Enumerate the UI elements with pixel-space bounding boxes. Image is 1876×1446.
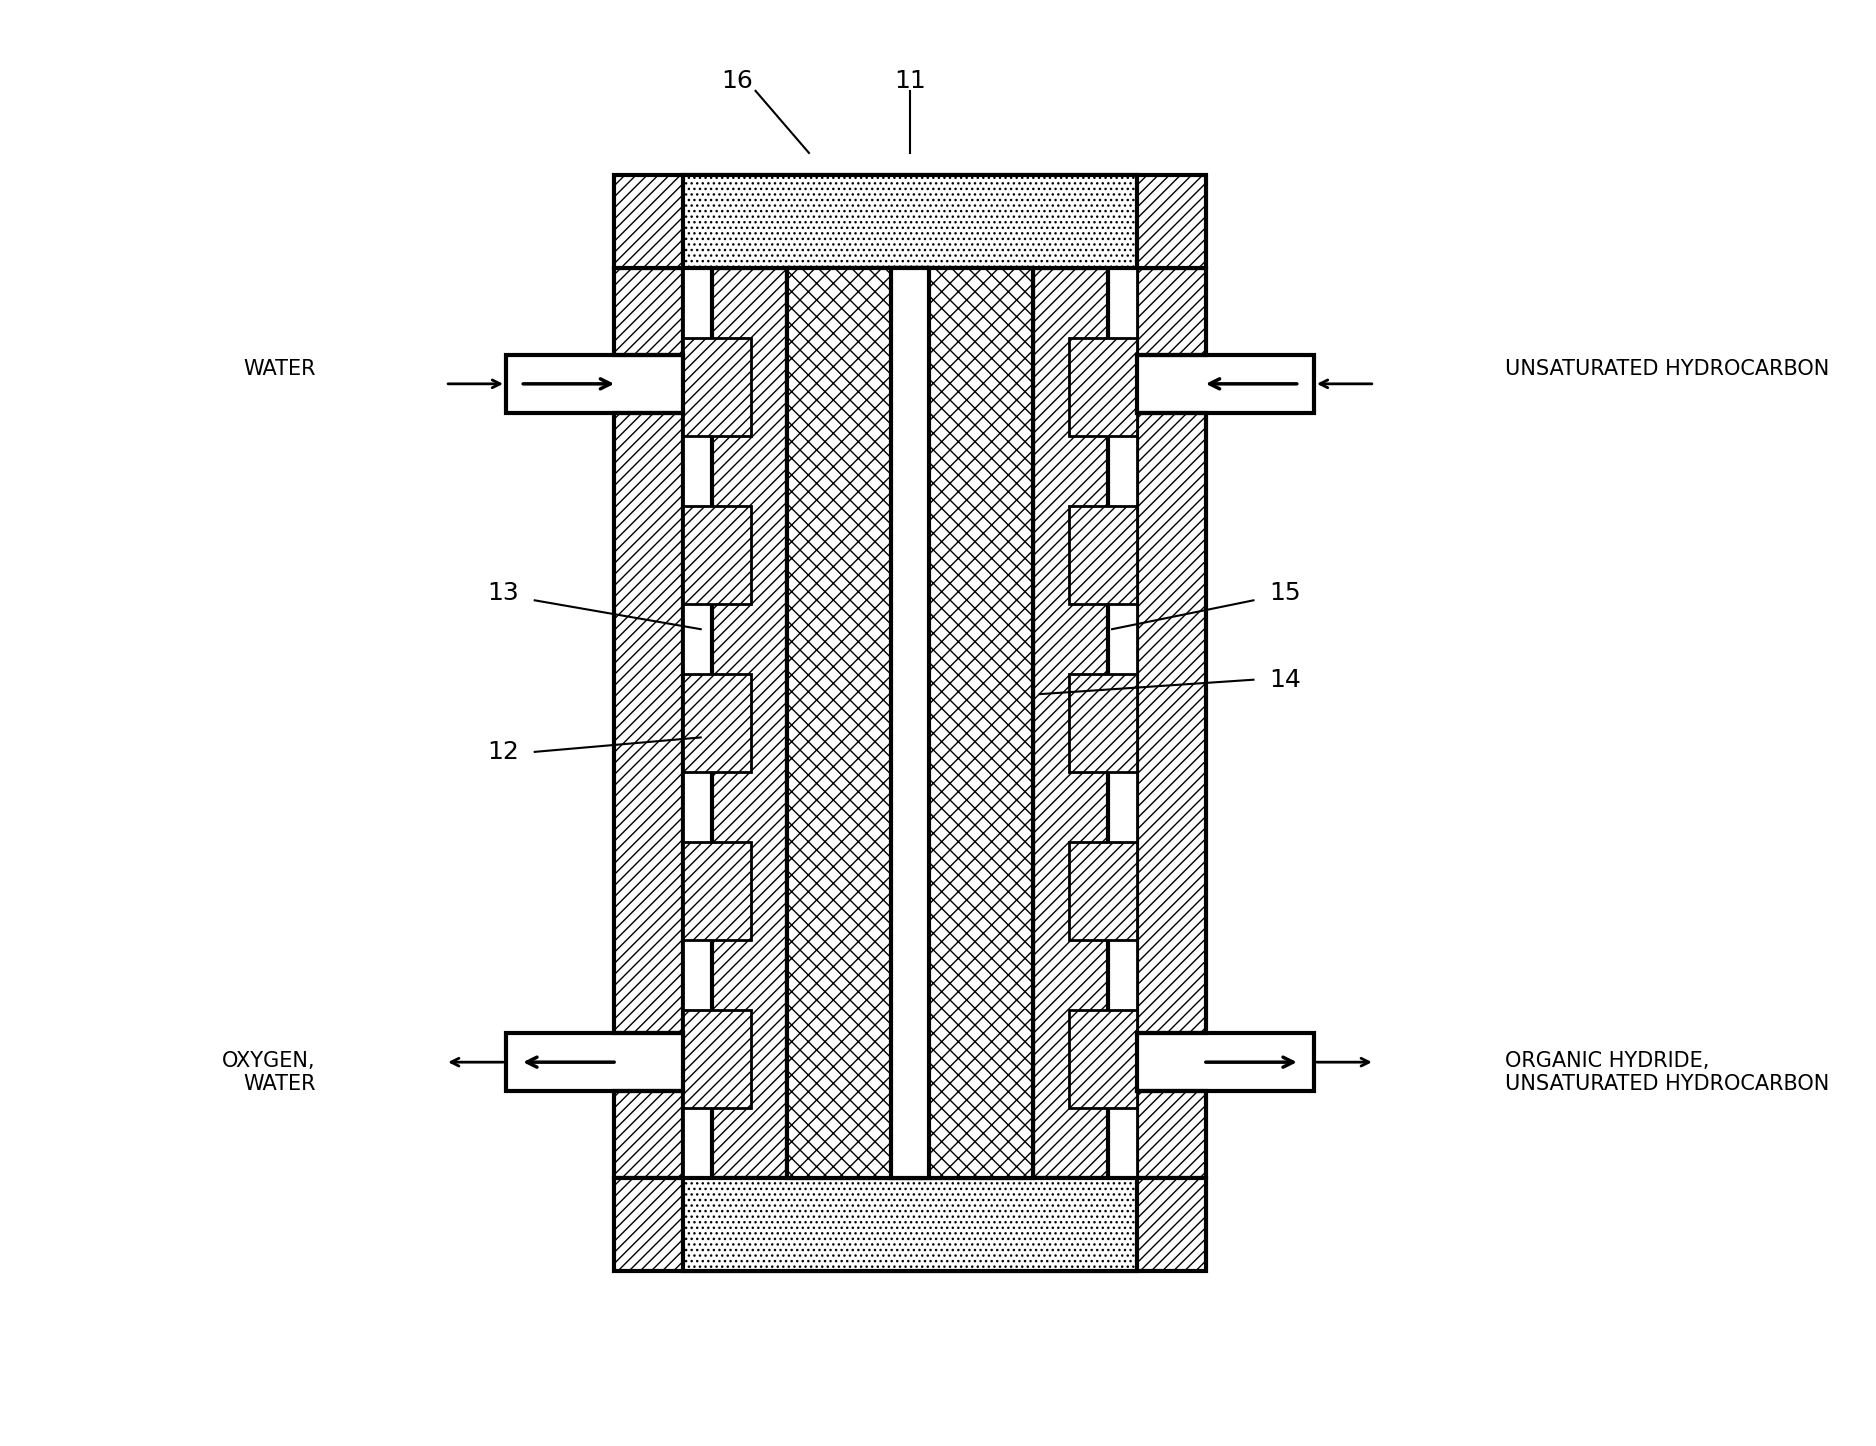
- Bar: [683, 842, 750, 940]
- Bar: [613, 269, 683, 1177]
- Bar: [683, 175, 1137, 269]
- Bar: [683, 674, 750, 772]
- Bar: [1107, 269, 1137, 1177]
- Text: 14: 14: [1270, 668, 1302, 691]
- Bar: [1137, 1034, 1206, 1092]
- Bar: [1069, 506, 1137, 604]
- Bar: [1137, 354, 1313, 412]
- Text: 15: 15: [1270, 581, 1302, 604]
- Bar: [1137, 354, 1206, 412]
- Text: OXYGEN,
WATER: OXYGEN, WATER: [221, 1051, 315, 1093]
- Bar: [1069, 674, 1137, 772]
- Bar: [713, 269, 788, 1177]
- Bar: [891, 269, 929, 1177]
- Text: 11: 11: [895, 69, 927, 93]
- Bar: [613, 1177, 1206, 1271]
- Bar: [1069, 1009, 1137, 1108]
- Text: 12: 12: [488, 740, 520, 763]
- Bar: [613, 175, 1206, 269]
- Text: 13: 13: [488, 581, 520, 604]
- Text: 16: 16: [720, 69, 752, 93]
- Bar: [507, 1034, 683, 1092]
- Bar: [683, 1177, 1137, 1271]
- Bar: [683, 1009, 750, 1108]
- Text: UNSATURATED HYDROCARBON: UNSATURATED HYDROCARBON: [1505, 360, 1829, 379]
- Bar: [1069, 842, 1137, 940]
- Bar: [507, 354, 683, 412]
- Bar: [1032, 269, 1107, 1177]
- Bar: [613, 354, 683, 412]
- Bar: [613, 1034, 683, 1092]
- Bar: [788, 269, 1032, 1177]
- Bar: [1069, 338, 1137, 437]
- Bar: [683, 506, 750, 604]
- Bar: [683, 338, 750, 437]
- Text: ORGANIC HYDRIDE,
UNSATURATED HYDROCARBON: ORGANIC HYDRIDE, UNSATURATED HYDROCARBON: [1505, 1051, 1829, 1093]
- Bar: [1137, 269, 1206, 1177]
- Bar: [683, 269, 713, 1177]
- Bar: [1137, 1034, 1313, 1092]
- Text: WATER: WATER: [242, 360, 315, 379]
